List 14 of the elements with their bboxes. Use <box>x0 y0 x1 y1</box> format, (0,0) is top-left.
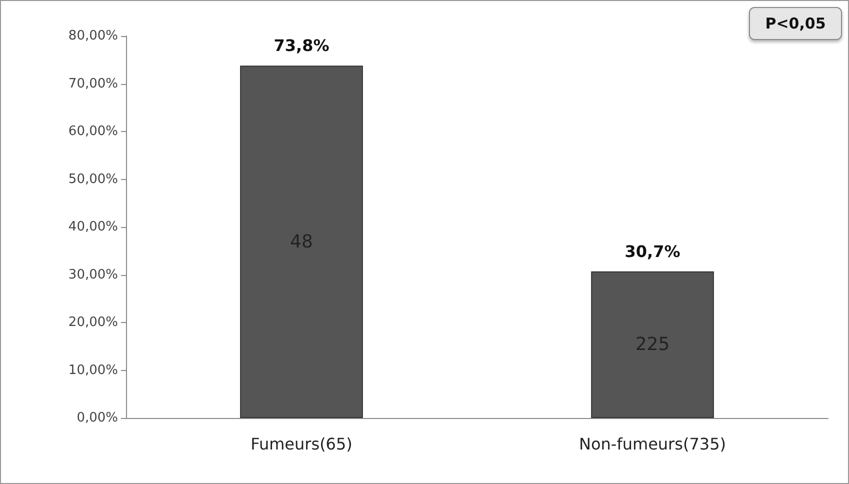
y-tick-label: 30,00% <box>68 267 118 282</box>
y-tick-label: 80,00% <box>68 28 118 44</box>
y-tick-label: 20,00% <box>68 315 118 330</box>
data-label: 73,8% <box>274 36 330 56</box>
y-tick-label: 10,00% <box>68 362 118 378</box>
x-tick-label: Fumeurs(65) <box>250 434 352 454</box>
y-tick-label: 0,00% <box>76 410 118 426</box>
y-tick-label: 40,00% <box>68 220 118 234</box>
x-tick-label: Non-fumeurs(735) <box>579 434 726 454</box>
text: P<0,05 <box>765 14 826 32</box>
data-label: 30,7% <box>624 242 680 261</box>
y-tick-label: 70,00% <box>68 76 118 92</box>
y-tick-label: 60,00% <box>68 124 118 139</box>
y-tick-label: 50,00% <box>68 172 118 187</box>
